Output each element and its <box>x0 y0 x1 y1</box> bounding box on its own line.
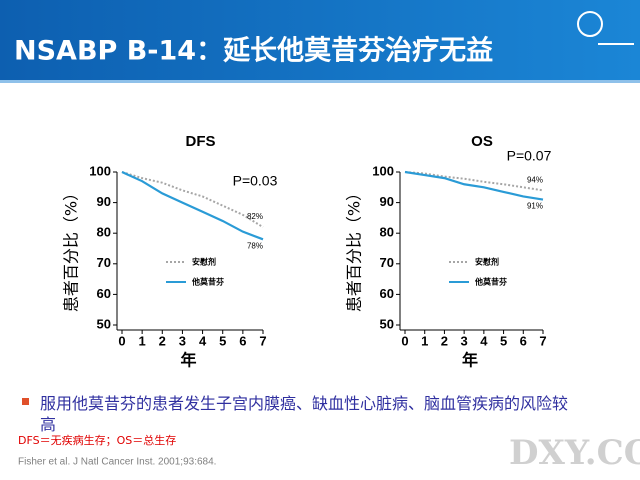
bullet-text: 服用他莫昔芬的患者发生子宫内膜癌、缺血性心脏病、脑血管疾病的风险较高 <box>40 394 569 434</box>
x-tick-label: 0 <box>401 333 408 348</box>
header-bar <box>0 0 640 80</box>
y-tick-label: 90 <box>97 194 111 209</box>
series-line <box>404 170 544 201</box>
end-label: 78% <box>247 241 263 250</box>
x-tick-label: 3 <box>179 333 186 348</box>
y-tick-label: 80 <box>97 225 111 240</box>
x-tick-label: 4 <box>199 333 207 348</box>
x-tick-label: 5 <box>219 333 226 348</box>
slide-title: NSABP B-14：延长他莫昔芬治疗无益 <box>14 35 493 67</box>
chart-title: OS <box>471 133 493 150</box>
y-tick-label: 50 <box>97 316 111 331</box>
y-tick-label: 60 <box>380 286 394 301</box>
series-line <box>121 170 264 241</box>
x-tick-label: 3 <box>461 333 468 348</box>
bullet-marker <box>22 398 29 405</box>
x-tick-label: 7 <box>539 333 546 348</box>
x-axis-label: 年 <box>462 351 478 370</box>
annotation: P=0.03 <box>233 173 278 189</box>
x-tick-label: 1 <box>421 333 428 348</box>
y-tick-label: 70 <box>97 255 111 270</box>
y-tick-label: 100 <box>372 163 394 178</box>
chart-title: DFS <box>186 133 216 150</box>
header-rule <box>0 80 640 83</box>
end-label: 82% <box>247 212 263 221</box>
y-tick-label: 60 <box>97 286 111 301</box>
x-tick-label: 4 <box>480 333 488 348</box>
series-line <box>121 171 264 228</box>
end-label: 94% <box>527 175 543 184</box>
x-axis-label: 年 <box>180 351 196 370</box>
legend-label: 安慰剂 <box>475 257 499 267</box>
x-tick-label: 7 <box>259 333 266 348</box>
legend-label: 他莫昔芬 <box>474 277 508 287</box>
y-tick-label: 80 <box>380 225 394 240</box>
x-tick-label: 5 <box>500 333 507 348</box>
y-tick-label: 90 <box>380 194 394 209</box>
series-line <box>404 171 544 192</box>
annotation: P=0.07 <box>507 148 552 164</box>
logo-rule <box>598 43 634 45</box>
legend-label: 他莫昔芬 <box>191 277 225 287</box>
watermark: DXY.COM <box>509 433 640 473</box>
x-tick-label: 2 <box>441 333 448 348</box>
end-label: 91% <box>527 202 543 211</box>
x-tick-label: 0 <box>118 333 125 348</box>
x-tick-label: 1 <box>139 333 146 348</box>
footnote: DFS＝无疾病生存；OS＝总生存 <box>18 433 176 447</box>
x-tick-label: 6 <box>520 333 527 348</box>
logo <box>577 11 603 37</box>
legend-label: 安慰剂 <box>192 257 216 267</box>
y-tick-label: 50 <box>380 316 394 331</box>
y-tick-label: 100 <box>89 163 111 178</box>
y-axis-label: 患者百分比（%） <box>345 185 364 312</box>
x-tick-label: 6 <box>239 333 246 348</box>
y-tick-label: 70 <box>380 255 394 270</box>
reference: Fisher et al. J Natl Cancer Inst. 2001;9… <box>18 457 216 468</box>
x-tick-label: 2 <box>159 333 166 348</box>
y-axis-label: 患者百分比（%） <box>62 185 81 312</box>
